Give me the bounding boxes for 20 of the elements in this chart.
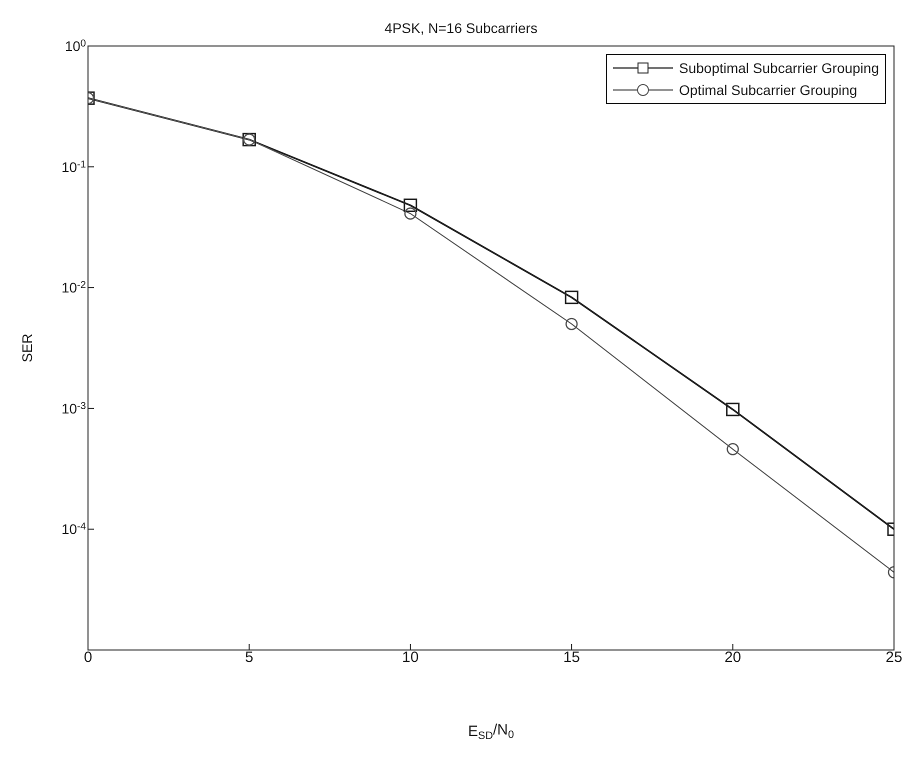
x-tick-label: 15 <box>563 649 580 666</box>
legend-label: Suboptimal Subcarrier Grouping <box>679 60 879 76</box>
x-tick-label: 20 <box>724 649 742 666</box>
y-tick-label: 10$^{-1}$ <box>61 158 86 175</box>
y-tick-label: 10$^{-4}$ <box>61 521 86 538</box>
point <box>565 318 578 330</box>
point <box>404 198 418 212</box>
point <box>564 290 578 304</box>
chart-title: 4PSK, N=16 Subcarriers <box>384 20 538 36</box>
y-tick-label: 10$^{-2}$ <box>61 280 86 296</box>
y-tick-label: 10$^{-3}$ <box>61 400 86 416</box>
x-tick-label: 10 <box>402 649 419 666</box>
x-tick-label: 25 <box>886 649 902 666</box>
x-tick-label: 0 <box>84 649 92 666</box>
x-axis-title: E$_{SD}$/N$_{0}$ <box>468 722 514 742</box>
y-axis-title: SER <box>19 334 35 362</box>
y-tick-label: 10$^{0}$ <box>64 38 86 54</box>
legend-label: Optimal Subcarrier Grouping <box>679 82 858 98</box>
x-tick-label: 5 <box>245 649 254 666</box>
point <box>404 207 417 220</box>
